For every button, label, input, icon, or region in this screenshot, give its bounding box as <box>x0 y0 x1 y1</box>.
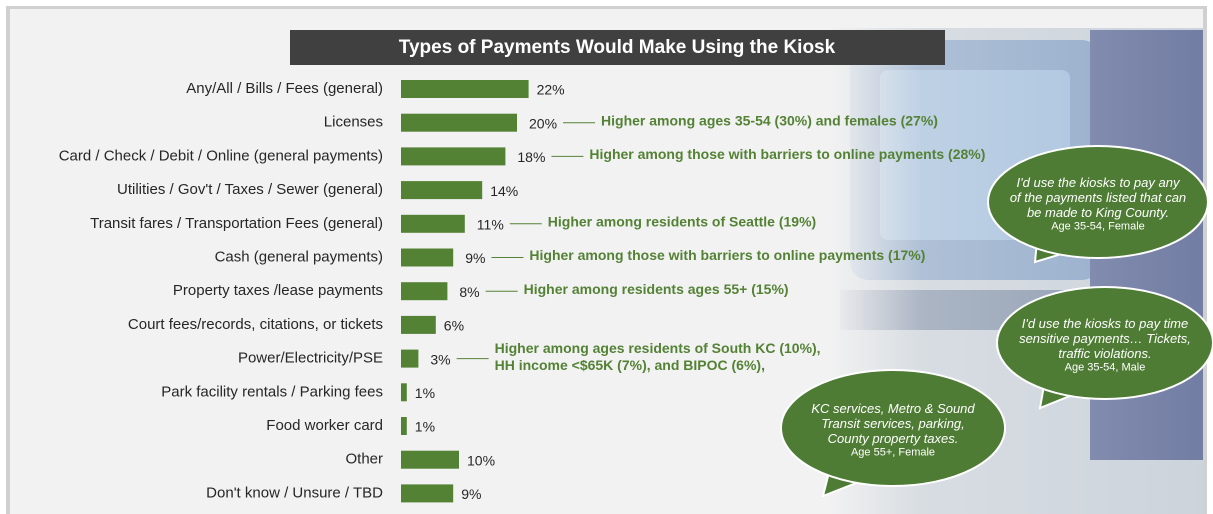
value-label: 6% <box>444 318 464 334</box>
title-box <box>290 30 945 65</box>
bar <box>401 80 529 98</box>
value-label: 1% <box>415 419 435 435</box>
annotation: Higher among ages 35-54 (30%) and female… <box>601 112 938 128</box>
quote-attribution: Age 35-54, Female <box>1051 220 1145 232</box>
category-label: Park facility rentals / Parking fees <box>161 383 383 400</box>
bar <box>401 349 419 368</box>
category-label: Food worker card <box>266 417 383 434</box>
quote-text: County property taxes. <box>828 431 959 446</box>
rows: Any/All / Bills / Fees (general) 22% Licen… <box>59 80 985 503</box>
quote-text: I'd use the kiosks to pay any <box>1017 175 1181 190</box>
category-label: Any/All / Bills / Fees (general) <box>186 80 383 97</box>
bar <box>401 147 506 166</box>
value-label: 3% <box>430 351 450 367</box>
annotation: Higher among those with barriers to onli… <box>589 146 985 162</box>
quote-text: be made to King County. <box>1027 205 1169 220</box>
bubble-tail-cover <box>834 462 869 476</box>
category-label: Power/Electricity/PSE <box>238 350 383 367</box>
annotation: Higher among those with barriers to onli… <box>529 247 925 263</box>
value-label: 1% <box>415 385 435 401</box>
category-label: Transit fares / Transportation Fees (gen… <box>90 215 383 232</box>
category-label: Don't know / Unsure / TBD <box>206 484 383 501</box>
category-label: Utilities / Gov't / Taxes / Sewer (gener… <box>117 181 383 198</box>
value-label: 9% <box>461 486 481 502</box>
annotation: HH income <$65K (7%), and BIPOC (6%), <box>495 357 765 373</box>
value-label: 9% <box>465 250 485 266</box>
quote-text: I'd use the kiosks to pay time <box>1022 316 1189 331</box>
bar <box>401 181 483 200</box>
category-label: Licenses <box>324 114 383 131</box>
bar <box>401 315 436 334</box>
bubble-tail-cover <box>1048 376 1082 389</box>
category-label: Property taxes /lease payments <box>173 282 383 299</box>
annotation: Higher among ages residents of South KC … <box>495 340 821 356</box>
value-label: 8% <box>459 284 479 300</box>
quote-attribution: Age 55+, Female <box>851 446 935 458</box>
value-label: 18% <box>517 149 545 165</box>
bar <box>401 484 454 503</box>
category-label: Card / Check / Debit / Online (general p… <box>59 147 383 164</box>
bar <box>401 214 465 233</box>
value-label: 14% <box>490 183 518 199</box>
category-label: Other <box>345 451 383 468</box>
bar <box>401 113 517 132</box>
bar <box>401 417 407 435</box>
value-label: 11% <box>477 217 504 233</box>
quote-attribution: Age 35-54, Male <box>1065 361 1146 373</box>
quote-text: of the payments listed that can <box>1010 190 1186 205</box>
value-label: 22% <box>537 82 565 98</box>
category-label: Court fees/records, citations, or ticket… <box>128 316 383 333</box>
quote-text: KC services, Metro & Sound <box>811 401 975 416</box>
bar <box>401 450 459 469</box>
annotation: Higher among residents of Seattle (19%) <box>548 214 816 230</box>
bar <box>401 383 407 402</box>
bubble <box>780 369 1006 487</box>
bar <box>401 248 454 267</box>
value-label: 20% <box>529 115 557 131</box>
quote-text: traffic violations. <box>1058 346 1151 361</box>
annotation: Higher among residents ages 55+ (15%) <box>524 281 789 297</box>
value-label: 10% <box>467 452 495 468</box>
bar <box>401 282 448 301</box>
bubble <box>987 145 1209 259</box>
bubble <box>996 286 1213 400</box>
quote-text: Transit services, parking, <box>821 416 965 431</box>
category-label: Cash (general payments) <box>215 248 383 265</box>
quote-text: sensitive payments… Tickets, <box>1019 331 1191 346</box>
chart-title: Types of Payments Would Make Using the K… <box>399 37 836 58</box>
bubble-tail-cover <box>1040 235 1074 248</box>
